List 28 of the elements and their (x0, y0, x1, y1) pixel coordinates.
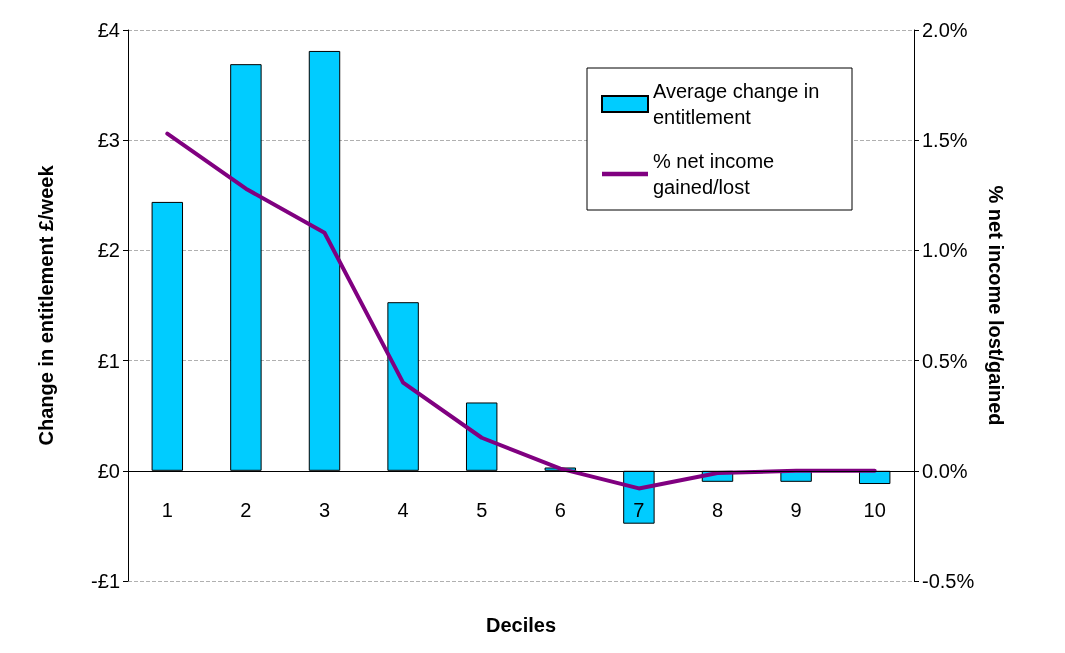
y-tick-label: £4 (97, 19, 120, 41)
x-tick-label: 7 (633, 499, 645, 521)
legend-label: % net income gained/lost (653, 150, 780, 198)
x-tick-label: 5 (476, 499, 488, 521)
x-tick-label: 3 (318, 499, 331, 521)
y2-tick-label: 0.0% (922, 459, 968, 482)
y-tick-label: -£1 (91, 570, 120, 592)
x-tick-label: 10 (863, 499, 886, 521)
y-tick-label: £2 (97, 239, 120, 262)
y2-tick-label: -0.5% (922, 570, 975, 592)
line-series (165, 131, 877, 491)
y-tick-label: £0 (97, 459, 120, 482)
y2-axis-title: % net income lost/gained (985, 185, 1007, 426)
y-axis-title: Change in entitlement £/week (35, 164, 57, 446)
y-tick-label: £1 (97, 349, 120, 372)
y2-tick-label: 0.5% (922, 349, 968, 372)
x-tick-label: 2 (240, 499, 252, 521)
y2-tick-label: 2.0% (922, 19, 968, 41)
x-tick-label: 4 (397, 499, 409, 521)
x-axis-title: Deciles (485, 614, 557, 636)
y-tick-label: £3 (97, 129, 120, 152)
y2-tick-label: 1.0% (922, 239, 968, 262)
legend-label: Average change in entitlement (653, 80, 825, 128)
x-tick-label: 9 (790, 499, 802, 521)
y2-tick-label: 1.5% (922, 129, 968, 152)
x-tick-label: 6 (554, 499, 566, 521)
x-tick-label: 1 (161, 499, 173, 521)
x-tick-label: 8 (711, 499, 724, 521)
